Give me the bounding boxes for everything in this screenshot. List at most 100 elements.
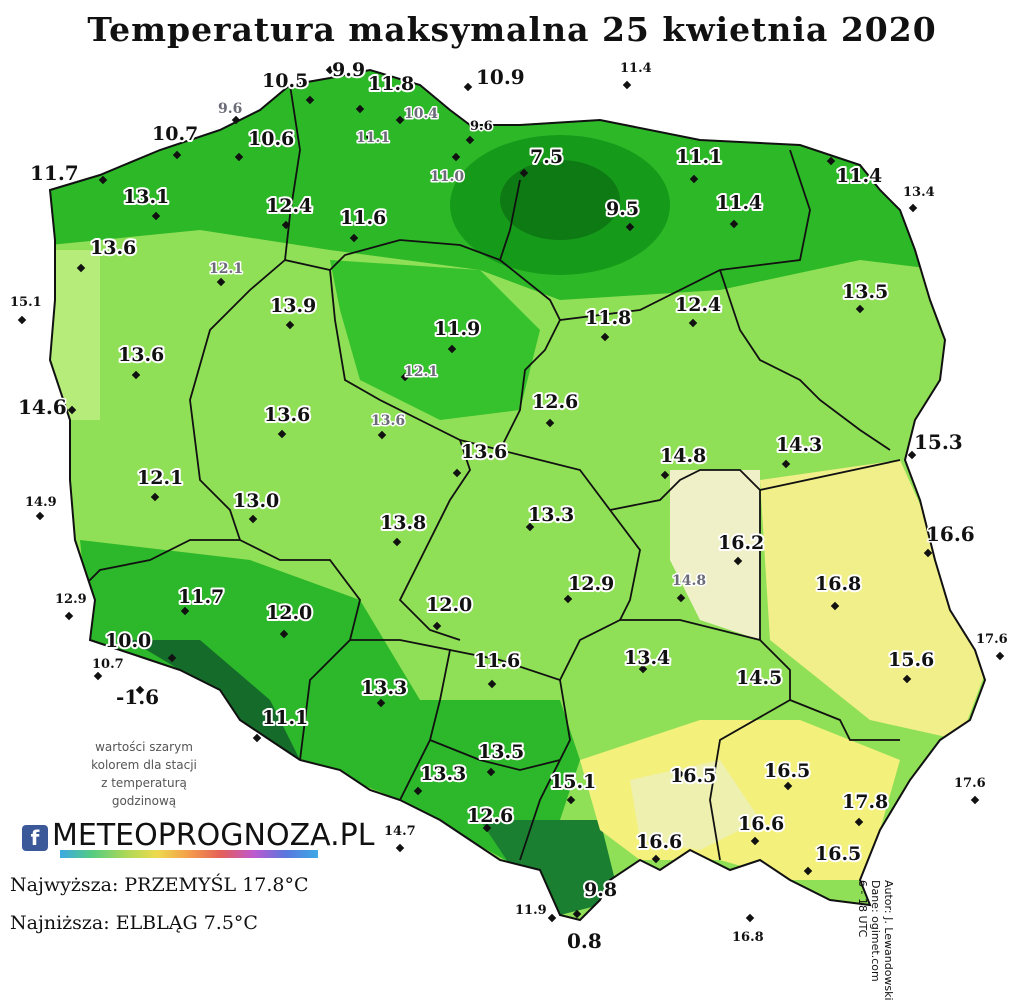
- station-temperature: 12.0: [266, 602, 312, 624]
- station-marker: [566, 795, 576, 805]
- station-marker: [395, 843, 405, 853]
- station-marker: [305, 95, 315, 105]
- credits: Autor: J. Lewandowski Dane: ogimet.com 6…: [856, 880, 895, 1001]
- station-temperature: 14.9: [25, 495, 57, 510]
- station-temperature: 9.9: [332, 59, 365, 81]
- station-marker: [783, 781, 793, 791]
- station-temperature: 11.9: [515, 903, 547, 918]
- station-temperature: 12.9: [55, 592, 87, 607]
- station-temperature: 17.8: [842, 791, 888, 813]
- credit-hours: 6 - 18 UTC: [856, 880, 869, 938]
- station-temperature: 15.3: [914, 430, 963, 454]
- note-line: kolorem dla stacji: [91, 758, 197, 772]
- station-marker: [395, 115, 405, 125]
- station-marker: [651, 854, 661, 864]
- station-temperature: 14.8: [672, 573, 706, 589]
- station-marker: [907, 450, 917, 460]
- station-marker: [93, 671, 103, 681]
- note-line: godzinową: [111, 794, 177, 808]
- station-temperature: 17.6: [976, 632, 1008, 647]
- station-marker: [482, 823, 492, 833]
- station-marker: [803, 866, 813, 876]
- station-temperature: 13.5: [842, 281, 888, 303]
- station-marker: [675, 769, 685, 779]
- station-marker: [781, 459, 791, 469]
- station-temperature: 13.3: [361, 677, 407, 699]
- station-temperature: 11.4: [716, 192, 762, 214]
- station-temperature: 11.7: [178, 586, 224, 608]
- station-marker: [676, 593, 686, 603]
- station-temperature: 15.1: [550, 771, 596, 793]
- station-marker: [752, 676, 762, 686]
- station-marker: [400, 372, 410, 382]
- station-marker: [465, 135, 475, 145]
- station-marker: [17, 315, 27, 325]
- station-marker: [277, 429, 287, 439]
- station-temperature: 16.5: [815, 843, 861, 865]
- station-temperature: 12.4: [675, 294, 721, 316]
- credit-data: Dane: ogimet.com: [869, 880, 882, 982]
- note-line: wartości szarym: [95, 740, 193, 754]
- credit-author: Autor: J. Lewandowski: [882, 880, 895, 1001]
- station-temperature: 13.1: [123, 186, 169, 208]
- station-marker: [995, 651, 1005, 661]
- station-temperature: 12.1: [137, 467, 183, 489]
- station-marker: [349, 233, 359, 243]
- station-temperature: 17.6: [954, 776, 986, 791]
- station-temperature: 13.4: [624, 647, 670, 669]
- station-temperature: 15.1: [10, 295, 42, 310]
- station-temperature: 13.6: [90, 237, 136, 259]
- station-temperature: 12.0: [426, 594, 472, 616]
- station-temperature: 11.4: [836, 165, 882, 187]
- station-temperature: 16.2: [718, 532, 764, 554]
- station-marker: [231, 115, 241, 125]
- station-temperature: 13.6: [371, 413, 405, 429]
- station-marker: [908, 203, 918, 213]
- station-marker: [377, 430, 387, 440]
- station-marker: [451, 152, 461, 162]
- station-temperature: 16.6: [926, 522, 975, 546]
- station-temperature: 14.7: [384, 824, 416, 839]
- station-temperature: 13.4: [903, 185, 935, 200]
- station-marker: [432, 621, 442, 631]
- station-temperature: 16.6: [636, 831, 682, 853]
- station-marker: [392, 537, 402, 547]
- legend-note: wartości szarym kolorem dla stacji z tem…: [64, 738, 224, 810]
- station-marker: [285, 320, 295, 330]
- station-temperature: 16.5: [764, 760, 810, 782]
- station-temperature: 16.8: [815, 573, 861, 595]
- station-temperature: 10.7: [152, 123, 198, 145]
- station-temperature: 13.8: [380, 512, 426, 534]
- brand-logo[interactable]: f METEOPROGNOZA.PL: [22, 818, 374, 858]
- station-temperature: 15.6: [888, 649, 934, 671]
- station-temperature: 9.6: [218, 101, 242, 117]
- station-marker: [970, 795, 980, 805]
- facebook-icon[interactable]: f: [22, 825, 48, 851]
- station-temperature: 13.9: [270, 295, 316, 317]
- station-temperature: 11.6: [340, 207, 386, 229]
- station-temperature: 11.4: [620, 61, 652, 76]
- station-temperature: 13.3: [528, 504, 574, 526]
- station-temperature: 9.5: [606, 198, 639, 220]
- station-marker: [172, 150, 182, 160]
- station-temperature: 11.1: [262, 707, 308, 729]
- station-marker: [234, 152, 244, 162]
- station-marker: [923, 548, 933, 558]
- station-labels: 9.9 10.5 11.8 10.9 11.4 9.6 10.4 9.6 10.7 10.6 11.…: [9, 57, 1010, 955]
- station-temperature: 12.9: [568, 573, 614, 595]
- station-temperature: 0.8: [567, 929, 602, 953]
- brand-name: METEOPROGNOZA.PL: [52, 817, 375, 853]
- station-temperature: 14.8: [660, 445, 706, 467]
- map-title: Temperatura maksymalna 25 kwietnia 2020: [87, 10, 937, 49]
- station-temperature: 16.5: [670, 765, 716, 787]
- station-marker: [525, 522, 535, 532]
- station-marker: [733, 556, 743, 566]
- station-temperature: 13.6: [118, 344, 164, 366]
- station-temperature: 12.1: [209, 261, 243, 277]
- station-temperature: 11.7: [30, 161, 79, 185]
- station-marker: [660, 470, 670, 480]
- station-temperature: 11.9: [434, 318, 480, 340]
- station-marker: [688, 318, 698, 328]
- station-marker: [64, 611, 74, 621]
- stat-max: Najwyższa: PRZEMYŚL 17.8°C: [10, 874, 309, 896]
